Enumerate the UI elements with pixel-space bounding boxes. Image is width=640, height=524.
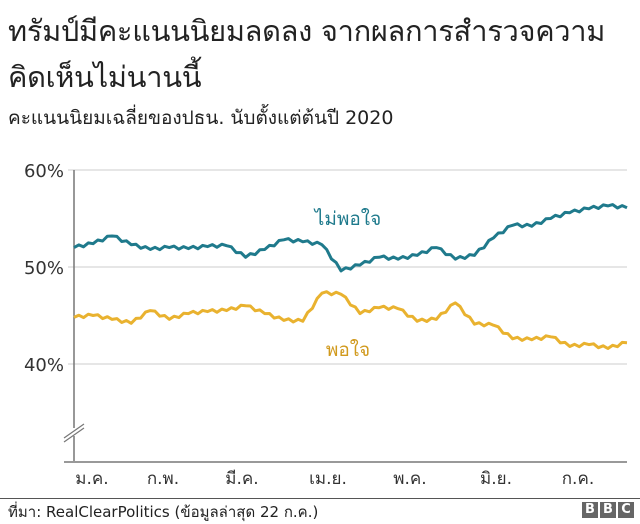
x-axis-ticks: ม.ค. ก.พ. มี.ค. เม.ย. พ.ค. มิ.ย. ก.ค. <box>75 469 594 489</box>
bbc-logo-letter: B <box>582 502 598 518</box>
approve-line <box>73 290 628 350</box>
footer-divider <box>0 498 640 499</box>
svg-text:50%: 50% <box>24 258 64 279</box>
bbc-logo-letter: C <box>618 502 634 518</box>
bbc-logo-letter: B <box>600 502 616 518</box>
approve-label: พอใจ <box>326 339 370 361</box>
line-chart: 60% 50% 40% ม.ค. ก.พ. มี.ค. เม.ย. พ.ค. มิ.ย. ก.ค… <box>24 161 628 489</box>
disapprove-label: ไม่พอใจ <box>313 208 381 230</box>
y-axis-ticks: 60% 50% 40% <box>24 161 64 376</box>
svg-text:ม.ค.: ม.ค. <box>75 469 108 489</box>
svg-text:60%: 60% <box>24 161 64 182</box>
svg-text:ก.พ.: ก.พ. <box>147 469 179 489</box>
svg-text:ก.ค.: ก.ค. <box>562 469 594 489</box>
chart-subtitle: คะแนนนิยมเฉลี่ยของปธน. นับตั้งแต่ต้นปี 2… <box>8 107 394 129</box>
bbc-logo: B B C <box>582 502 634 518</box>
svg-text:พ.ค.: พ.ค. <box>393 469 426 489</box>
svg-text:เม.ย.: เม.ย. <box>309 469 347 489</box>
chart-title: ทรัมป์มีคะแนนนิยมลดลง จากผลการสำรวจความค… <box>8 14 606 94</box>
svg-text:40%: 40% <box>24 355 64 376</box>
disapprove-line <box>73 203 628 273</box>
axis-break-icon <box>63 423 85 443</box>
source-note: ที่มา: RealClearPolitics (ข้อมูลล่าสุด 2… <box>8 503 319 521</box>
svg-text:มิ.ย.: มิ.ย. <box>480 469 512 489</box>
svg-text:มี.ค.: มี.ค. <box>225 469 258 489</box>
